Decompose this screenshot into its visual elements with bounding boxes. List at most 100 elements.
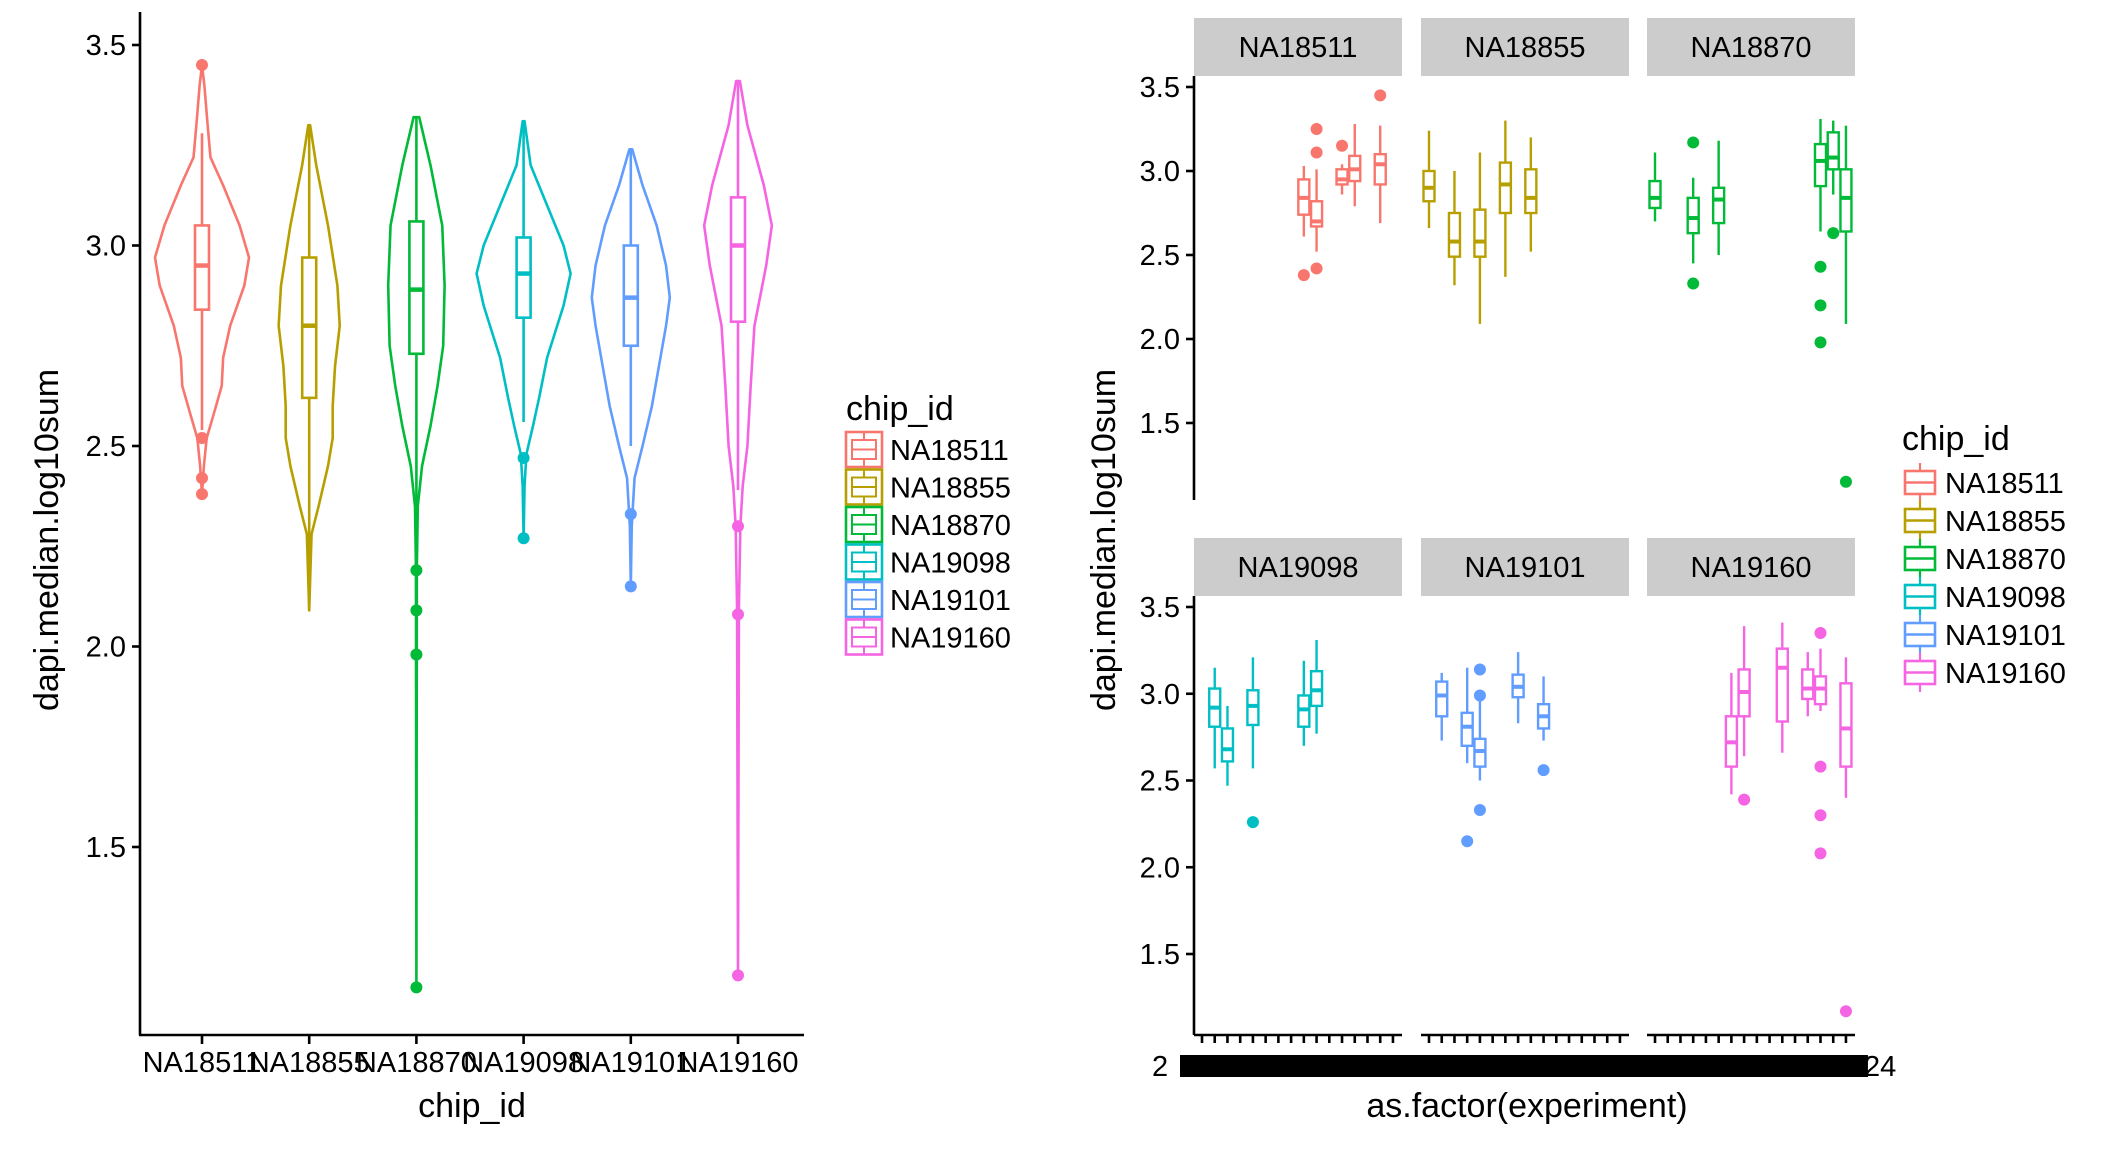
right-facet-plot: NA18511 1.5 2.0 2.5 3.0 3.5 NA18855 NA18870 NA19… [1085, 18, 2066, 1125]
box [1435, 680, 1449, 718]
facet-strip [1194, 538, 1402, 596]
box [1220, 727, 1235, 763]
box [1447, 211, 1462, 258]
outlier-point [1839, 475, 1852, 488]
boxplot-NA19101-slot-5 [1473, 663, 1487, 816]
box [1839, 682, 1853, 768]
legend-label: NA18511 [890, 435, 1009, 467]
right-x-axis-title: as.factor(experiment) [1366, 1087, 1687, 1125]
boxplot-NA19098-slot-3 [1220, 705, 1235, 786]
boxplot-NA18855-slot-7 [1498, 120, 1513, 277]
boxplot-NA19160-slot-13 [1801, 652, 1815, 717]
box [1524, 168, 1538, 215]
legend-label: NA19098 [1945, 582, 2066, 614]
y-tick-label: 2.5 [86, 431, 126, 463]
boxplot-NA18870-slot-14 [1813, 118, 1828, 349]
outlier-point [624, 580, 637, 593]
violin-group-NA19160 [702, 79, 774, 982]
x-tick-labels-overlapping [1407, 1055, 1642, 1077]
x-tick-label: NA18855 [249, 1047, 370, 1079]
boxplot-NA19101-slot-10 [1536, 676, 1551, 777]
legend-item-NA19101: NA19101 [1903, 615, 2066, 654]
outlier-point [1461, 835, 1474, 848]
left-y-ticks: 1.5 2.0 2.5 3.0 3.5 [86, 30, 140, 864]
boxplot-NA18855-slot-1 [1422, 130, 1436, 229]
outlier-point [410, 604, 423, 617]
outlier-point [1297, 269, 1310, 282]
box [1826, 131, 1840, 171]
violin-group-NA19101 [590, 147, 672, 593]
right-facets: NA18511 1.5 2.0 2.5 3.0 3.5 NA18855 NA18870 NA19… [1140, 18, 1896, 1083]
outlier-point [1473, 689, 1486, 702]
y-tick-label: 1.5 [1140, 408, 1180, 440]
boxplot-NA19098-slot-5 [1246, 657, 1260, 829]
box [729, 196, 747, 323]
legend-label: NA19101 [890, 585, 1011, 617]
boxplot-NA18511-slot-15 [1373, 89, 1387, 224]
violin-group-NA18855 [277, 123, 342, 612]
legend-item-NA18855: NA18855 [1903, 501, 2066, 540]
box [1839, 168, 1853, 233]
x-tick-label: NA19098 [463, 1047, 584, 1079]
left-legend-title: chip_id [846, 390, 954, 428]
x-tick-label: NA18870 [356, 1047, 477, 1079]
legend-label: NA19101 [1945, 620, 2066, 652]
x-tick-label-fragment: 2 [1152, 1051, 1168, 1083]
legend-label: NA19160 [1945, 658, 2066, 690]
box [1648, 179, 1662, 210]
facet-panel-NA18870: NA18870 [1647, 18, 1855, 488]
left-violin-marks [153, 59, 774, 994]
y-tick-label: 2.0 [1140, 852, 1180, 884]
outlier-point [196, 472, 208, 485]
legend-item-NA18511: NA18511 [844, 430, 1009, 469]
legend-label: NA18511 [1945, 468, 2064, 500]
x-tick-label-fragment: 24 [1864, 1051, 1896, 1083]
outlier-point [1814, 627, 1827, 640]
outlier-point [1827, 227, 1840, 240]
facet-strip [1421, 538, 1629, 596]
boxplot-NA19160-slot-14 [1813, 627, 1828, 860]
legend-label: NA19098 [890, 548, 1011, 580]
facet-strip-label: NA18855 [1465, 32, 1586, 64]
outlier-point [1310, 262, 1323, 275]
y-tick-label: 2.5 [1140, 240, 1180, 272]
left-x-axis-title: chip_id [418, 1087, 526, 1125]
left-violin-plot: 1.52.02.53.03.5 NA18511NA18855NA18870NA1… [28, 12, 1011, 1125]
outlier-point [410, 981, 423, 994]
boxplot-NA18870-slot-1 [1648, 152, 1662, 222]
box [1711, 186, 1726, 225]
facet-panel-NA18855: NA18855 [1421, 18, 1629, 324]
violin-shape [386, 115, 446, 989]
x-tick-label: NA19101 [570, 1047, 691, 1079]
boxplot-NA19098-slot-10 [1309, 639, 1324, 734]
y-tick-label: 3.0 [1140, 679, 1180, 711]
box [515, 236, 532, 319]
facet-strip-label: NA18511 [1239, 32, 1358, 64]
legend-item-NA18855: NA18855 [844, 468, 1011, 506]
outlier-point [1814, 336, 1827, 349]
outlier-point [732, 520, 744, 533]
violin-shape [475, 119, 572, 540]
outlier-point [1310, 123, 1323, 135]
x-tick-label: NA18511 [143, 1047, 262, 1079]
facet-strip-label: NA19098 [1238, 552, 1359, 584]
legend-label: NA19160 [890, 623, 1011, 655]
outlier-point [517, 452, 530, 465]
x-tick-labels-overlapping: 24 [1633, 1051, 1896, 1083]
boxplot-NA19101-slot-4 [1460, 667, 1474, 848]
left-legend: chip_id NA18511 NA18855 NA18870 NA19098 NA19… [844, 390, 1011, 656]
box [1498, 161, 1513, 215]
x-tick-label: NA19160 [678, 1047, 799, 1079]
boxplot-NA19160-slot-7 [1724, 672, 1739, 795]
violin-group-NA18511 [153, 59, 251, 501]
boxplot-NA19160-slot-11 [1775, 622, 1790, 753]
boxplot-NA18855-slot-9 [1524, 137, 1538, 252]
boxplot-NA18855-slot-5 [1473, 152, 1487, 324]
outlier-point [624, 508, 637, 521]
outlier-point [1814, 809, 1827, 822]
x-tick-label-blob [1823, 1055, 1868, 1077]
facet-strip [1647, 538, 1855, 596]
left-y-axis-title: dapi.median.log10sum [28, 369, 66, 711]
boxplot-NA18870-slot-16 [1839, 125, 1853, 488]
x-tick-label-blob [1370, 1055, 1415, 1077]
